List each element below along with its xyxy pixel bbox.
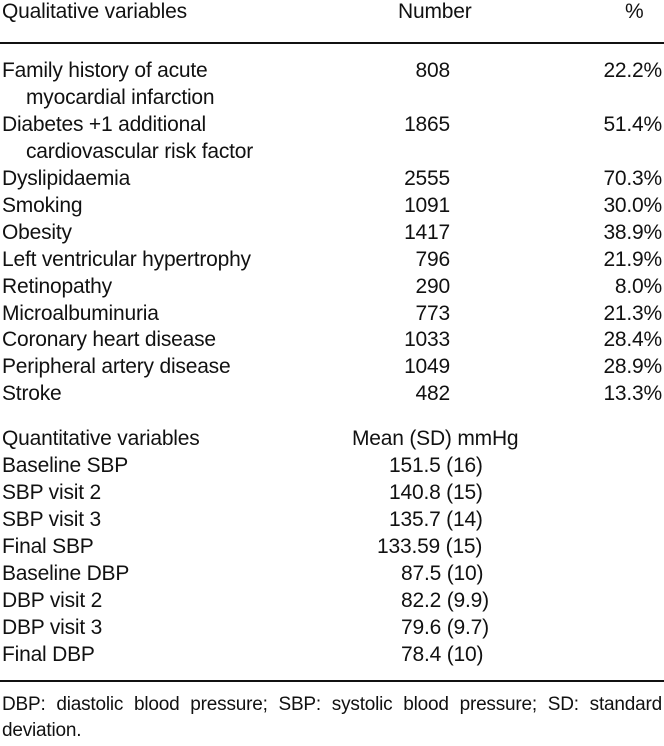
row-mean: 151.5 (16) <box>389 454 483 477</box>
row-percent: 28.9% <box>603 355 662 378</box>
row-label-continuation: myocardial infarction <box>26 86 215 109</box>
row-percent: 30.0% <box>603 194 662 217</box>
row-percent: 38.9% <box>603 221 662 244</box>
table-row: Retinopathy 290 8.0% <box>0 273 664 300</box>
header-percent: % <box>625 0 644 23</box>
row-number: 290 <box>415 275 451 298</box>
header-quantitative-variables: Quantitative variables <box>2 427 200 450</box>
table-row: DBP visit 3 79.6 (9.7) <box>0 614 664 641</box>
row-label: Obesity <box>2 221 72 244</box>
row-mean: 133.59 (15) <box>377 535 483 558</box>
row-label: Final SBP <box>2 535 94 558</box>
row-mean: 87.5 (10) <box>401 562 484 585</box>
table-row: SBP visit 3 135.7 (14) <box>0 506 664 533</box>
table-row: Family history of acute 808 22.2% <box>0 57 664 84</box>
row-number: 808 <box>415 59 451 82</box>
row-label: Microalbuminuria <box>2 302 159 325</box>
table-footnote: DBP: diastolic blood pressure; SBP: syst… <box>2 694 662 741</box>
table-row: Smoking 1091 30.0% <box>0 192 664 219</box>
row-mean: 135.7 (14) <box>389 508 483 531</box>
row-number: 1091 <box>404 194 450 217</box>
row-number: 1417 <box>404 221 450 244</box>
row-label: Stroke <box>2 382 62 405</box>
row-number: 773 <box>415 302 451 325</box>
row-number: 796 <box>415 248 451 271</box>
table-row: Final DBP 78.4 (10) <box>0 641 664 668</box>
row-percent: 8.0% <box>614 275 662 298</box>
row-label: SBP visit 2 <box>2 481 101 504</box>
table-row: DBP visit 2 82.2 (9.9) <box>0 587 664 614</box>
row-percent: 21.9% <box>603 248 662 271</box>
row-label: Diabetes +1 additional <box>2 113 207 136</box>
header-rule <box>0 42 664 44</box>
row-label: Baseline SBP <box>2 454 129 477</box>
row-label: SBP visit 3 <box>2 508 101 531</box>
row-mean: 82.2 (9.9) <box>401 589 489 612</box>
row-label: Family history of acute <box>2 59 208 82</box>
footer-rule <box>0 680 664 682</box>
row-number: 482 <box>415 382 451 405</box>
table-row: Baseline SBP 151.5 (16) <box>0 452 664 479</box>
row-label: Dyslipidaemia <box>2 167 131 190</box>
row-number: 1865 <box>404 113 450 136</box>
row-label: DBP visit 3 <box>2 616 103 639</box>
header-mean-sd: Mean (SD) mmHg <box>352 427 519 450</box>
quantitative-header-row: Quantitative variables Mean (SD) mmHg <box>0 425 664 452</box>
row-label: Smoking <box>2 194 83 217</box>
row-percent: 51.4% <box>603 113 662 136</box>
row-mean: 79.6 (9.7) <box>401 616 489 639</box>
row-number: 2555 <box>404 167 450 190</box>
table-row: Dyslipidaemia 2555 70.3% <box>0 165 664 192</box>
table-row: Peripheral artery disease 1049 28.9% <box>0 353 664 380</box>
table-header-row: Qualitative variables Number % <box>0 0 664 25</box>
table-row: Baseline DBP 87.5 (10) <box>0 560 664 587</box>
row-percent: 22.2% <box>603 59 662 82</box>
table-row: Final SBP 133.59 (15) <box>0 533 664 560</box>
row-mean: 140.8 (15) <box>389 481 483 504</box>
table-row-continuation: cardiovascular risk factor <box>0 138 664 165</box>
table-row: Stroke 482 13.3% <box>0 380 664 407</box>
table-row: SBP visit 2 140.8 (15) <box>0 479 664 506</box>
row-percent: 28.4% <box>603 328 662 351</box>
row-label: Left ventricular hypertrophy <box>2 248 251 271</box>
row-label: Baseline DBP <box>2 562 130 585</box>
row-label: Retinopathy <box>2 275 112 298</box>
row-percent: 13.3% <box>603 382 662 405</box>
header-number: Number <box>398 0 472 23</box>
row-number: 1033 <box>404 328 450 351</box>
table-row: Diabetes +1 additional 1865 51.4% <box>0 111 664 138</box>
row-label: Coronary heart disease <box>2 328 216 351</box>
table-row: Left ventricular hypertrophy 796 21.9% <box>0 246 664 273</box>
row-label: Peripheral artery disease <box>2 355 231 378</box>
header-qualitative-variables: Qualitative variables <box>2 0 187 23</box>
row-label: DBP visit 2 <box>2 589 103 612</box>
table-row: Coronary heart disease 1033 28.4% <box>0 326 664 353</box>
row-number: 1049 <box>404 355 450 378</box>
row-mean: 78.4 (10) <box>401 643 484 666</box>
table-row: Microalbuminuria 773 21.3% <box>0 300 664 327</box>
table-row-continuation: myocardial infarction <box>0 84 664 111</box>
row-label: Final DBP <box>2 643 95 666</box>
row-label-continuation: cardiovascular risk factor <box>26 140 254 163</box>
row-percent: 21.3% <box>603 302 662 325</box>
table-row: Obesity 1417 38.9% <box>0 219 664 246</box>
row-percent: 70.3% <box>603 167 662 190</box>
